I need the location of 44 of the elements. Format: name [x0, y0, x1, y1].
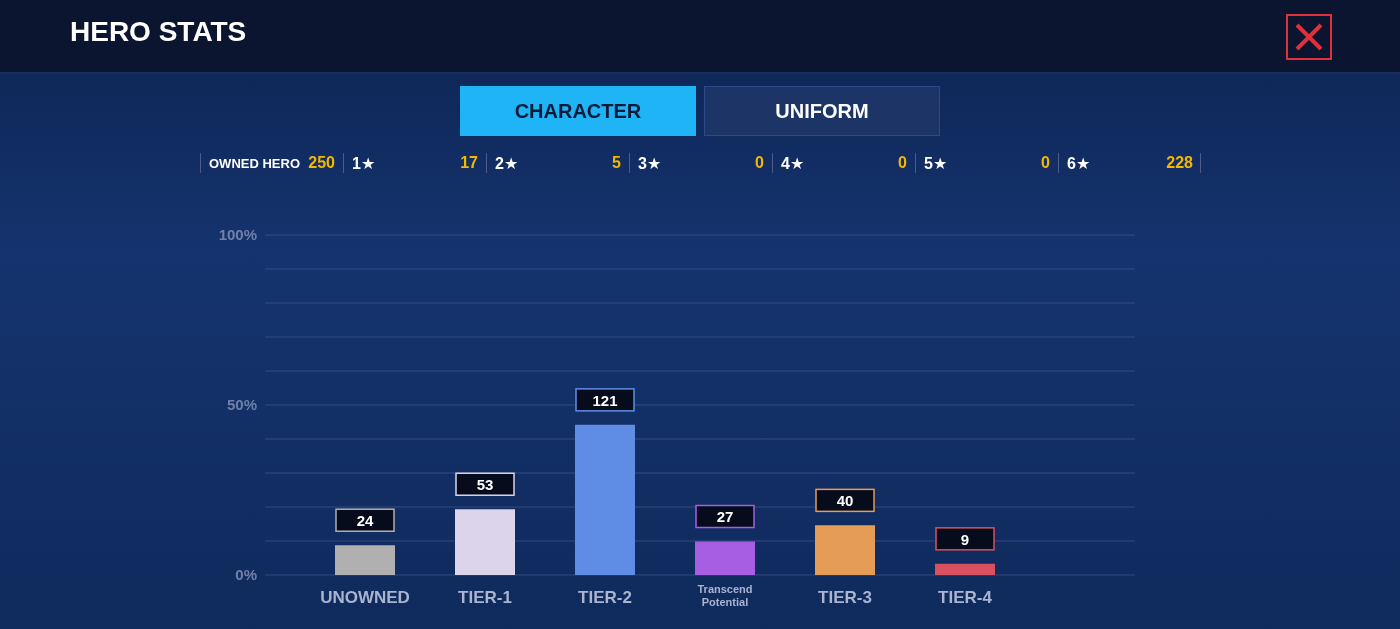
x-tick-label: TIER-2: [578, 588, 632, 607]
data-label: 121: [592, 391, 618, 409]
chart-title: HERO STATS: [70, 16, 247, 48]
value-tag: 27: [695, 504, 755, 529]
data-label: 9: [960, 530, 970, 548]
bar: [335, 545, 395, 575]
x-tick-label: TIER-4: [938, 588, 993, 607]
bar: [695, 541, 755, 575]
text: 5: [612, 154, 621, 172]
text: UNIFORM: [704, 86, 940, 136]
text: 0: [1041, 154, 1050, 172]
value-tag: 9: [935, 527, 995, 551]
text: 1★: [352, 153, 376, 173]
data-label: 24: [356, 512, 374, 530]
text: 0: [755, 154, 764, 172]
text: 5★: [924, 153, 948, 173]
value-tag: 121: [575, 388, 635, 412]
data-label: 53: [476, 476, 494, 494]
data-label: 27: [716, 508, 734, 526]
y2-tick-label: 50%: [226, 396, 257, 414]
text: CHARACTER: [460, 86, 696, 136]
value-tag: 40: [815, 488, 875, 513]
bar: [455, 509, 515, 575]
text: 4★: [781, 153, 805, 173]
text: 2★: [495, 153, 519, 173]
text: 250: [308, 154, 335, 172]
x-tick-label: UNOWNED: [320, 588, 410, 607]
value-tag: 24: [335, 508, 395, 532]
bar: [575, 424, 635, 575]
text: 0: [898, 154, 907, 172]
text: OWNED HERO: [209, 155, 300, 171]
text: 228: [1166, 154, 1193, 172]
bar: [935, 563, 995, 575]
y2-tick-label: 0%: [235, 566, 257, 584]
text: 17: [460, 154, 478, 172]
x-tick-label: TIER-1: [458, 588, 512, 607]
value-tag: 53: [455, 472, 515, 496]
text: 6★: [1067, 153, 1091, 173]
x-tick-label: TIER-3: [818, 588, 872, 607]
bar: [815, 525, 875, 575]
y2-tick-label: 100%: [218, 226, 257, 244]
data-label: 40: [836, 492, 854, 510]
text: 3★: [638, 153, 662, 173]
x-tick-label: Transcend Potential: [697, 583, 753, 608]
